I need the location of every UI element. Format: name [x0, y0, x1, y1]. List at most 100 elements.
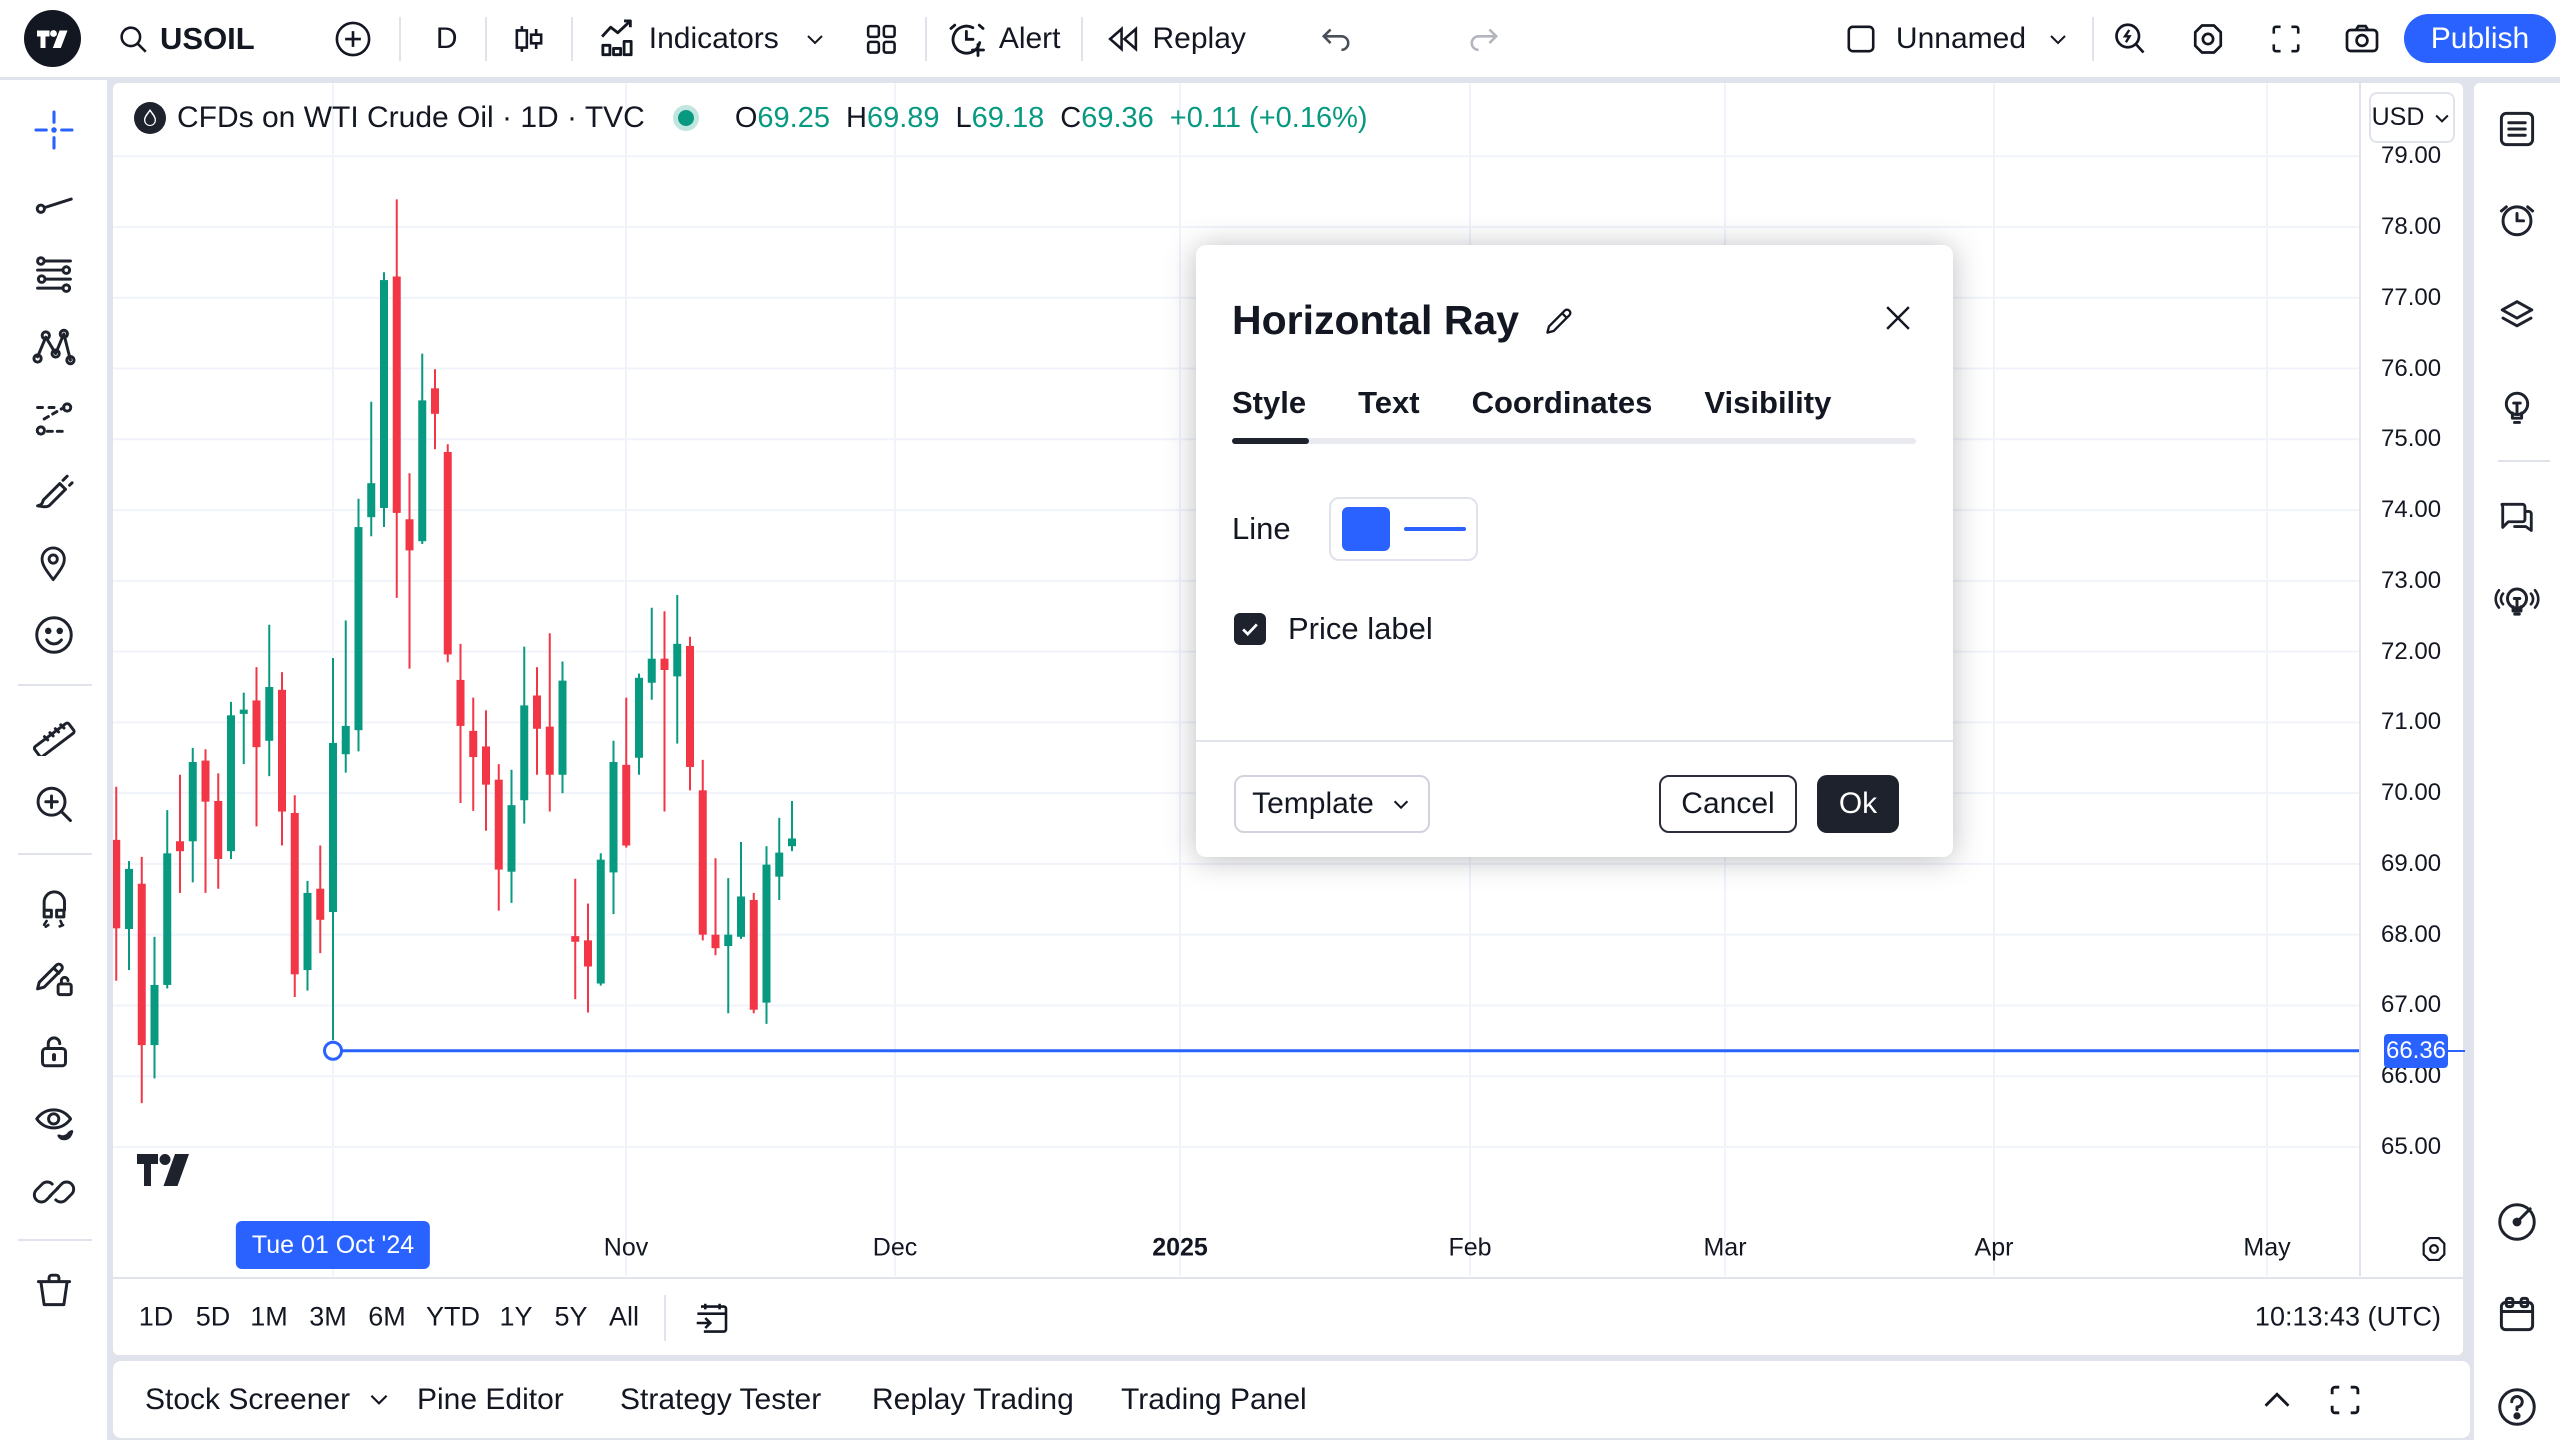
- alerts-icon[interactable]: [2493, 196, 2541, 244]
- compare-add-icon[interactable]: [329, 15, 377, 63]
- currency-selector[interactable]: USD: [2369, 92, 2455, 143]
- alert-icon: [945, 17, 989, 61]
- hide-drawings-icon[interactable]: [30, 1099, 78, 1147]
- xabcd-pattern-icon[interactable]: [30, 323, 78, 371]
- price-label-text[interactable]: Price label: [1288, 611, 1433, 646]
- ruler-icon[interactable]: [30, 709, 78, 757]
- dialog-tab-visibility[interactable]: Visibility: [1704, 385, 1832, 420]
- price-label-checkbox[interactable]: [1234, 613, 1266, 645]
- range-1d[interactable]: 1D: [138, 1301, 174, 1332]
- legend-title[interactable]: CFDs on WTI Crude Oil · 1D · TVC: [177, 101, 645, 134]
- collapse-panel-icon[interactable]: [2257, 1380, 2297, 1420]
- dialog-title: Horizontal Ray: [1232, 297, 1520, 343]
- brush-icon[interactable]: [30, 467, 78, 515]
- ideas-icon[interactable]: [2493, 384, 2541, 432]
- line-style-button[interactable]: [1329, 497, 1478, 561]
- watchlist-icon[interactable]: [2493, 105, 2541, 153]
- symbol-search-button[interactable]: USOIL: [106, 11, 265, 67]
- calendar-icon[interactable]: [2493, 1290, 2541, 1338]
- market-status-icon[interactable]: [671, 103, 701, 133]
- ohlc-close-key: C: [1060, 101, 1082, 134]
- line-label: Line: [1232, 511, 1291, 546]
- edit-title-icon[interactable]: [1541, 303, 1577, 339]
- maximize-panel-icon[interactable]: [2325, 1380, 2365, 1420]
- ohlc-low-key: L: [955, 101, 972, 134]
- template-button[interactable]: Template: [1234, 775, 1430, 833]
- redo-icon[interactable]: [1460, 15, 1508, 63]
- footer-tab-replay-trading[interactable]: Replay Trading: [872, 1382, 1074, 1416]
- footer-tab-stock-screener[interactable]: Stock Screener: [145, 1383, 392, 1417]
- indicators-button[interactable]: Indicators: [585, 11, 837, 67]
- currency-label: USD: [2371, 103, 2425, 131]
- minds-icon[interactable]: [2493, 577, 2541, 625]
- ok-button[interactable]: Ok: [1817, 775, 1899, 833]
- zoom-in-icon[interactable]: [30, 781, 78, 829]
- range-ytd[interactable]: YTD: [426, 1301, 480, 1332]
- price-tick: 70.00: [2381, 779, 2442, 807]
- screenshot-icon[interactable]: [2338, 15, 2386, 63]
- time-tick: Nov: [603, 1233, 649, 1262]
- right-sidebar: [2474, 83, 2560, 1440]
- range-3m[interactable]: 3M: [309, 1301, 347, 1332]
- fullscreen-icon[interactable]: [2262, 15, 2310, 63]
- screener-radar-icon[interactable]: [2493, 1198, 2541, 1246]
- range-1m[interactable]: 1M: [250, 1301, 288, 1332]
- chat-icon[interactable]: [2493, 493, 2541, 541]
- publish-label: Publish: [2430, 21, 2530, 55]
- tradingview-logo[interactable]: [0, 10, 104, 67]
- replay-button[interactable]: Replay: [1093, 11, 1256, 67]
- clock-utc[interactable]: 10:13:43 (UTC): [2254, 1301, 2441, 1332]
- dialog-tab-coordinates[interactable]: Coordinates: [1471, 385, 1653, 420]
- candlestick-chart[interactable]: [113, 83, 2463, 1276]
- toolbar-separator: [18, 684, 92, 686]
- publish-button[interactable]: Publish: [2404, 14, 2556, 63]
- layout-menu[interactable]: Unnamed: [1832, 11, 2080, 67]
- footer-tab-strategy-tester[interactable]: Strategy Tester: [620, 1382, 822, 1416]
- range-6m[interactable]: 6M: [368, 1301, 406, 1332]
- drawing-mode-icon[interactable]: [30, 955, 78, 1003]
- undo-icon[interactable]: [1312, 15, 1360, 63]
- object-tree-icon[interactable]: [2493, 290, 2541, 338]
- price-scale[interactable]: USD 79.00 78.00 77.00 76.00 75.00 74.00 73.00 7…: [2359, 83, 2465, 1276]
- trend-line-icon[interactable]: [30, 179, 78, 227]
- price-tick: 76.00: [2381, 354, 2442, 382]
- footer-tab-pine-editor[interactable]: Pine Editor: [417, 1382, 564, 1416]
- line-color-swatch[interactable]: [1341, 507, 1390, 551]
- sync-drawings-icon[interactable]: [30, 1168, 78, 1216]
- range-5d[interactable]: 5D: [195, 1301, 231, 1332]
- cancel-button[interactable]: Cancel: [1659, 775, 1797, 833]
- quick-search-icon[interactable]: [2106, 15, 2154, 63]
- ray-scale-line: [2447, 1049, 2465, 1052]
- grid-layout-icon[interactable]: [857, 15, 905, 63]
- ohlc-high-key: H: [845, 101, 867, 134]
- crosshair-icon[interactable]: [30, 106, 78, 154]
- emoji-icon[interactable]: [30, 611, 78, 659]
- chart-style-icon[interactable]: [505, 15, 553, 63]
- lock-drawings-icon[interactable]: [30, 1027, 78, 1075]
- fib-retracement-icon[interactable]: [30, 251, 78, 299]
- magnet-icon[interactable]: [30, 883, 78, 931]
- interval-button[interactable]: D: [415, 11, 479, 67]
- dialog-tab-style[interactable]: Style: [1232, 385, 1307, 420]
- ohlc-open-key: O: [734, 101, 758, 134]
- alert-button[interactable]: Alert: [935, 11, 1071, 67]
- axis-settings-icon[interactable]: [2417, 1232, 2451, 1266]
- range-1y[interactable]: 1Y: [499, 1301, 533, 1332]
- dialog-tab-text[interactable]: Text: [1358, 385, 1420, 420]
- time-tick: Mar: [1703, 1233, 1747, 1262]
- ohlc-change: +0.11 (+0.16%): [1169, 101, 1368, 134]
- time-axis[interactable]: Nov Dec 2025 Feb Mar Apr May Tue 01 Oct '24: [113, 1220, 2463, 1276]
- settings-icon[interactable]: [2184, 15, 2232, 63]
- range-all[interactable]: All: [608, 1301, 640, 1332]
- remove-drawings-icon[interactable]: [30, 1265, 78, 1313]
- range-5y[interactable]: 5Y: [554, 1301, 588, 1332]
- forecast-icon[interactable]: [30, 395, 78, 443]
- drawing-toolbar: [0, 80, 110, 1440]
- help-icon[interactable]: [2493, 1383, 2541, 1431]
- ok-label: Ok: [1838, 787, 1878, 820]
- close-icon[interactable]: [1879, 299, 1917, 337]
- pin-icon[interactable]: [30, 539, 78, 587]
- goto-date-icon[interactable]: [691, 1298, 731, 1338]
- footer-tab-trading-panel[interactable]: Trading Panel: [1121, 1382, 1307, 1416]
- price-tick: 67.00: [2381, 991, 2442, 1019]
